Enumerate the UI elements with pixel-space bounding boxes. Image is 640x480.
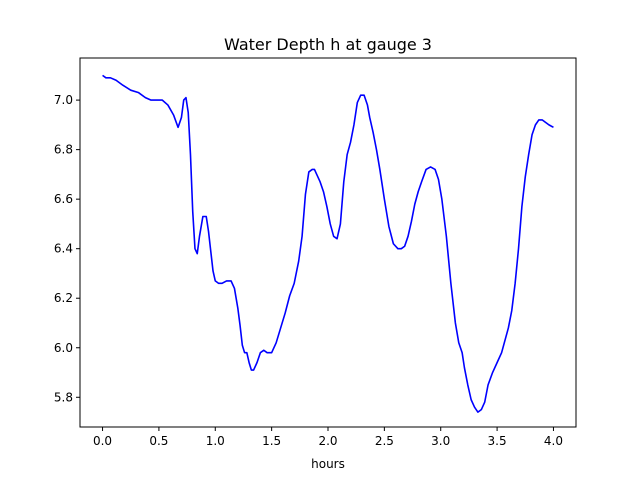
series-line-0: [102, 74, 554, 413]
x-tick-label: 3.0: [431, 434, 450, 448]
y-tick-label: 6.0: [54, 341, 73, 355]
y-tick-label: 6.2: [54, 291, 73, 305]
series-layer: [102, 74, 554, 413]
x-tick-label: 2.0: [318, 434, 337, 448]
y-tick-label: 6.6: [54, 192, 73, 206]
x-tick-label: 3.5: [488, 434, 507, 448]
x-tick-label: 1.5: [262, 434, 281, 448]
y-tick-label: 6.4: [54, 242, 73, 256]
x-axis-label: hours: [311, 457, 345, 471]
y-tick-label: 7.0: [54, 93, 73, 107]
x-tick-label: 1.0: [206, 434, 225, 448]
y-tick-label: 5.8: [54, 390, 73, 404]
x-tick-label: 0.0: [93, 434, 112, 448]
plot-frame: [79, 57, 577, 428]
x-tick-label: 0.5: [149, 434, 168, 448]
x-tick-label: 4.0: [544, 434, 563, 448]
y-tick-label: 6.8: [54, 143, 73, 157]
plot-area: 0.0 0.5 1.0 1.5 2.0 2.5 3.0 3.5 4.0 5.8 6.0 6.2 6.4…: [54, 57, 577, 448]
x-tick-label: 2.5: [375, 434, 394, 448]
y-axis: 5.8 6.0 6.2 6.4 6.6 6.8 7.0: [54, 93, 80, 404]
x-axis: 0.0 0.5 1.0 1.5 2.0 2.5 3.0 3.5 4.0: [93, 427, 563, 448]
chart-title: Water Depth h at gauge 3: [224, 35, 432, 54]
